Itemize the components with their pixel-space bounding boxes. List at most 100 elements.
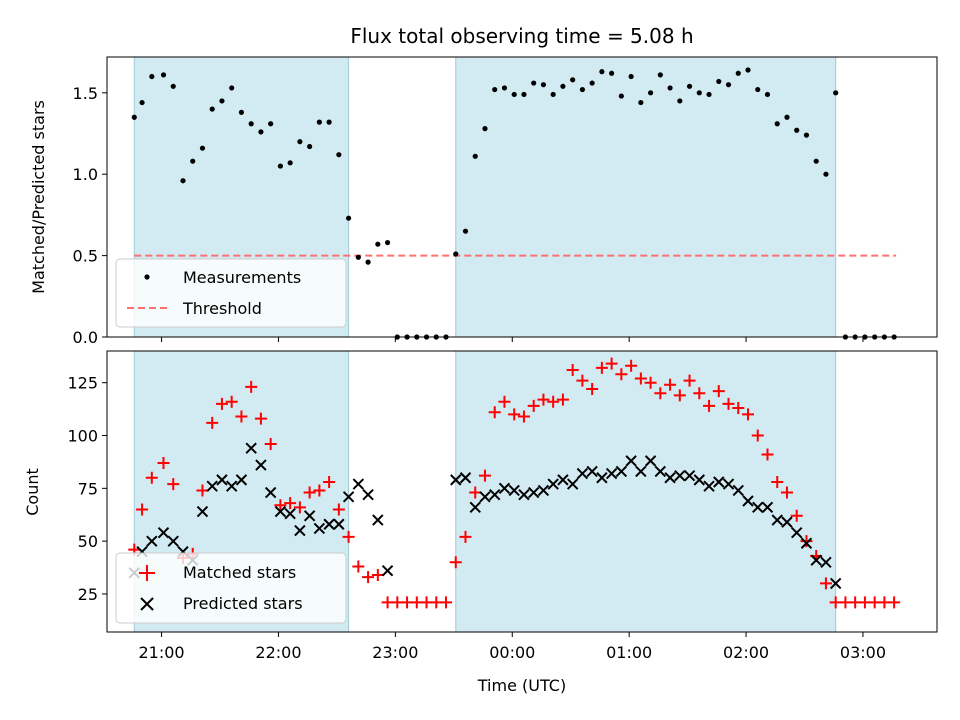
matched-star-point	[566, 364, 579, 377]
y-tick-label: 75	[78, 479, 98, 498]
x-tick-label: 23:00	[372, 643, 418, 662]
y-tick-label: 50	[78, 532, 98, 551]
matched-star-point	[313, 484, 326, 497]
predicted-star-point	[235, 474, 248, 486]
matched-star-point	[644, 376, 657, 389]
matched-star-point	[478, 469, 491, 482]
matched-star-point	[303, 486, 316, 499]
chart-title: Flux total observing time = 5.08 h	[350, 24, 693, 48]
measurement-point	[248, 121, 254, 127]
predicted-star-point	[167, 535, 179, 547]
y-tick-label: 0.0	[73, 328, 98, 347]
predicted-star-point	[264, 486, 277, 499]
measurement-point	[725, 82, 732, 88]
measurement-point	[209, 106, 215, 112]
predicted-star-point	[752, 501, 764, 514]
measurement-point	[149, 73, 155, 80]
matched-star-point	[595, 361, 608, 374]
matched-star-point	[332, 503, 345, 516]
matched-star-point	[800, 535, 813, 548]
predicted-star-point	[683, 469, 696, 482]
matched-star-point	[167, 478, 180, 491]
legend-predicted-label: Predicted stars	[183, 594, 303, 613]
predicted-star-point	[225, 480, 238, 492]
matched-star-point	[488, 406, 501, 419]
measurement-point	[170, 83, 176, 89]
top-y-axis-label: Matched/Predicted stars	[29, 100, 48, 294]
matched-star-point	[449, 556, 462, 569]
measurement-point	[667, 85, 673, 91]
measurement-point	[229, 85, 235, 91]
observing-windows-top	[133, 56, 837, 338]
measurement-point	[696, 90, 702, 96]
measurement-point	[199, 145, 206, 151]
predicted-star-point	[693, 474, 706, 486]
matched-star-point	[634, 372, 647, 385]
predicted-star-point	[362, 488, 374, 501]
measurement-point	[139, 99, 145, 106]
x-tick-label: 22:00	[255, 643, 301, 662]
legend-measurements-marker	[144, 274, 150, 280]
matched-star-point	[712, 385, 725, 398]
predicted-star-point	[489, 488, 501, 501]
matched-star-point	[469, 486, 482, 499]
predicted-star-point	[644, 455, 657, 467]
y-tick-label: 125	[67, 374, 98, 393]
measurement-point	[803, 132, 810, 138]
predicted-star-point	[216, 474, 228, 486]
measurement-point	[570, 77, 576, 83]
measurement-point	[355, 254, 361, 260]
measurement-point	[589, 80, 595, 86]
bottom-legend-box	[115, 552, 347, 624]
predicted-star-point	[722, 478, 735, 490]
predicted-star-point	[625, 455, 637, 467]
matched-star-point	[819, 577, 832, 590]
x-tick-label: 00:00	[489, 643, 535, 662]
measurement-point	[521, 91, 527, 98]
measurement-point	[219, 98, 225, 104]
matched-star-point	[664, 378, 677, 391]
predicted-stars-points	[128, 442, 842, 590]
measurement-point	[677, 98, 683, 104]
matched-star-point	[586, 383, 599, 396]
matched-star-point	[342, 530, 355, 543]
predicted-star-point	[527, 486, 540, 499]
matched-star-point	[742, 408, 755, 421]
measurement-point	[560, 83, 566, 89]
matched-star-point	[751, 429, 764, 442]
matched-star-point	[615, 368, 628, 381]
measurement-point	[258, 129, 264, 135]
measurement-point	[550, 91, 556, 98]
predicted-star-point	[508, 484, 520, 497]
measurement-point	[735, 70, 741, 76]
predicted-star-point	[518, 488, 530, 501]
predicted-star-point	[381, 565, 394, 577]
measurement-point	[833, 90, 839, 96]
measurement-point	[287, 160, 293, 166]
measurement-point	[316, 119, 322, 125]
matched-star-point	[693, 387, 706, 400]
predicted-star-point	[245, 442, 257, 454]
measurement-point	[813, 158, 819, 164]
predicted-star-point	[323, 518, 335, 530]
measurement-point	[628, 73, 634, 80]
y-tick-label: 25	[78, 585, 98, 604]
predicted-star-point	[333, 518, 345, 530]
legend-threshold-label: Threshold	[182, 299, 262, 318]
matched-stars-points	[128, 357, 901, 609]
predicted-star-point	[820, 556, 832, 568]
matched-star-point	[352, 560, 365, 573]
predicted-star-point	[294, 524, 306, 537]
observing-window	[455, 56, 837, 338]
x-tick-label: 03:00	[840, 643, 886, 662]
measurement-point	[384, 239, 391, 246]
measurement-point	[345, 215, 352, 221]
measurement-point	[784, 114, 790, 120]
matched-star-point	[771, 475, 784, 488]
measurement-point	[774, 121, 780, 127]
measurement-point	[453, 251, 459, 257]
matched-star-point	[245, 380, 258, 393]
matched-star-point	[517, 410, 530, 423]
x-tick-label: 01:00	[606, 643, 652, 662]
